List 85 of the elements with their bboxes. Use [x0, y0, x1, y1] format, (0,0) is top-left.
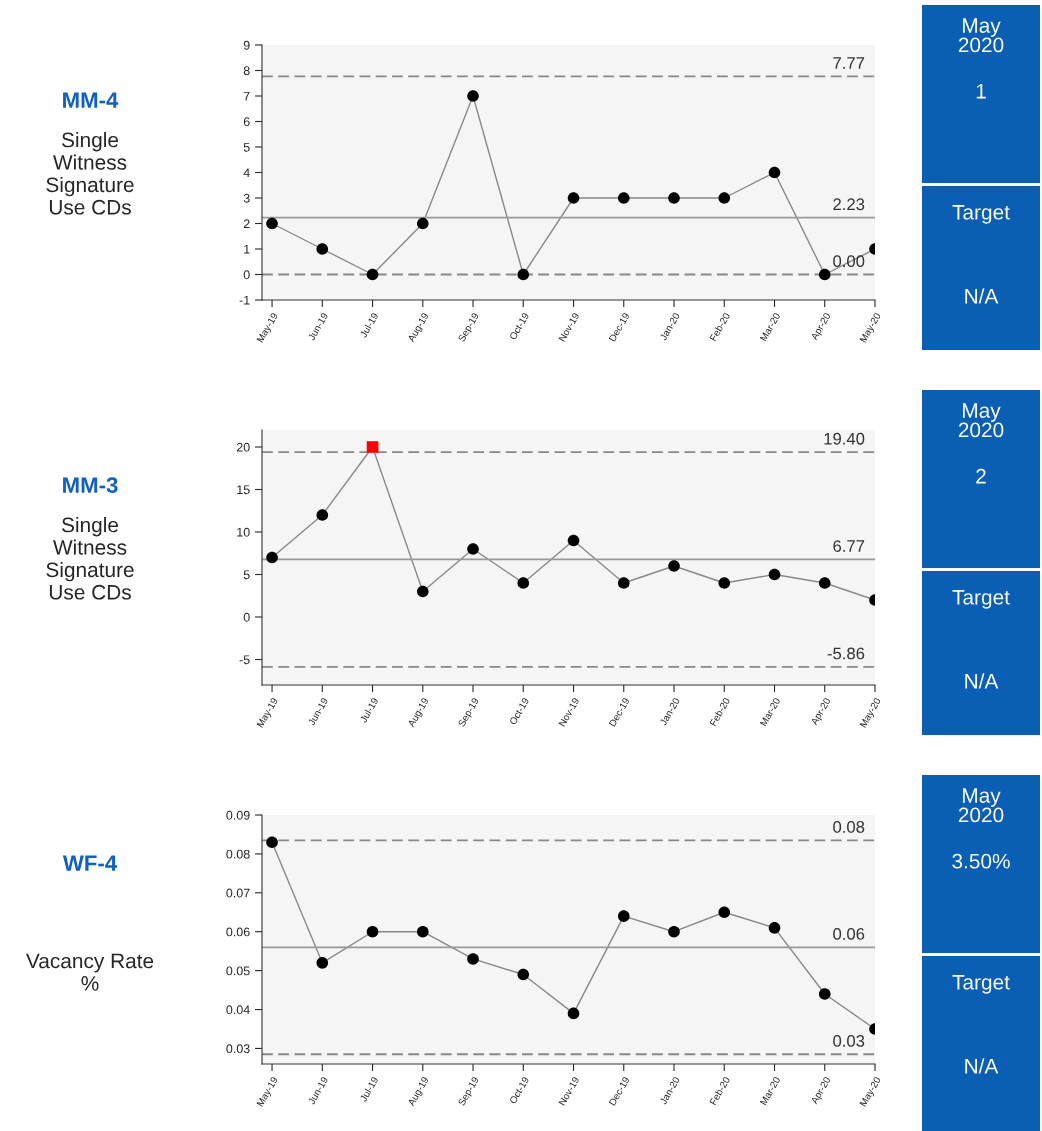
- y-tick-label: 20: [236, 442, 250, 452]
- point: [567, 1007, 580, 1020]
- y-tick-label: 7: [243, 91, 250, 101]
- y-tick-label: 0.09: [226, 810, 250, 820]
- y-tick-label: 15: [237, 485, 250, 495]
- point: [818, 988, 831, 1000]
- point: [467, 543, 479, 555]
- y-tick-label: 0: [243, 612, 250, 622]
- point: [818, 268, 831, 281]
- point: [768, 568, 781, 581]
- point: [366, 925, 379, 938]
- y-tick-label: 0.07: [226, 888, 250, 898]
- y-tick-label: 6: [243, 117, 250, 127]
- text: Target: [952, 590, 1010, 609]
- point: [768, 166, 781, 179]
- text: Target: [952, 205, 1010, 224]
- point: [366, 268, 379, 281]
- point: [467, 953, 479, 965]
- ref-line-label: 0.08: [833, 821, 865, 833]
- ref-line-label: 0.06: [833, 928, 865, 940]
- point: [266, 836, 278, 849]
- y-tick-label: 0.04: [226, 1005, 250, 1015]
- point: [718, 577, 731, 589]
- point: [467, 90, 479, 102]
- point: [718, 906, 731, 919]
- point: [567, 192, 580, 204]
- point: [668, 925, 680, 938]
- point: [567, 534, 580, 547]
- point: [316, 957, 329, 969]
- text: 2: [976, 468, 986, 484]
- text: 1: [976, 84, 986, 99]
- ref-line-label: 7.77: [833, 57, 865, 69]
- y-tick-label: -5: [239, 655, 250, 665]
- point: [266, 551, 278, 564]
- text: MM-3: [63, 477, 118, 493]
- text: Single Witness Signature Use CDs: [46, 517, 134, 600]
- point: [818, 577, 831, 589]
- y-tick-label: 0: [243, 270, 250, 280]
- text: May 2020: [958, 788, 1004, 823]
- y-tick-label: 5: [243, 142, 250, 152]
- text: Vacancy Rate %: [26, 953, 154, 991]
- point: [266, 217, 278, 230]
- y-tick-label: 0.05: [226, 966, 250, 976]
- text: N/A: [965, 673, 999, 689]
- ref-line-label: -5.86: [827, 647, 865, 660]
- y-tick-label: 3: [243, 193, 250, 203]
- y-tick-label: -1: [239, 295, 250, 305]
- ref-line-label: 6.77: [833, 540, 865, 552]
- text: May 2020: [958, 403, 1004, 438]
- point: [668, 192, 680, 204]
- y-tick-label: 1: [244, 244, 250, 254]
- point: [718, 192, 731, 204]
- point: [416, 217, 429, 230]
- point: [416, 925, 429, 938]
- y-tick-label: 8: [243, 66, 250, 76]
- point: [517, 268, 530, 281]
- text: N/A: [965, 288, 999, 304]
- text: WF-4: [62, 855, 118, 871]
- y-tick-label: 5: [243, 570, 250, 580]
- y-tick-label: 2: [243, 219, 250, 229]
- y-tick-label: 0.08: [226, 849, 250, 859]
- point: [617, 192, 630, 204]
- ref-line-label: 19.40: [824, 432, 865, 445]
- point: [617, 577, 630, 589]
- point: [668, 560, 680, 572]
- point: [316, 243, 329, 255]
- text: May 2020: [958, 18, 1004, 53]
- point: [416, 585, 429, 598]
- point: [768, 922, 781, 934]
- y-tick-label: 10: [237, 527, 250, 537]
- ref-line-label: 0.03: [833, 1035, 865, 1047]
- y-tick-label: 0.03: [226, 1044, 250, 1054]
- text: MM-4: [63, 92, 119, 108]
- y-tick-label: 9: [243, 40, 250, 50]
- point: [517, 968, 530, 981]
- text: Target: [952, 975, 1010, 994]
- y-tick-label: 4: [243, 168, 250, 178]
- point: [617, 910, 630, 922]
- point: [517, 577, 530, 589]
- point: [316, 509, 329, 521]
- y-tick-label: 0.06: [226, 927, 250, 937]
- text: 3.50%: [952, 853, 1010, 869]
- text: Single Witness Signature Use CDs: [46, 132, 134, 215]
- text: N/A: [965, 1058, 999, 1074]
- ref-line-label: 2.23: [833, 198, 865, 211]
